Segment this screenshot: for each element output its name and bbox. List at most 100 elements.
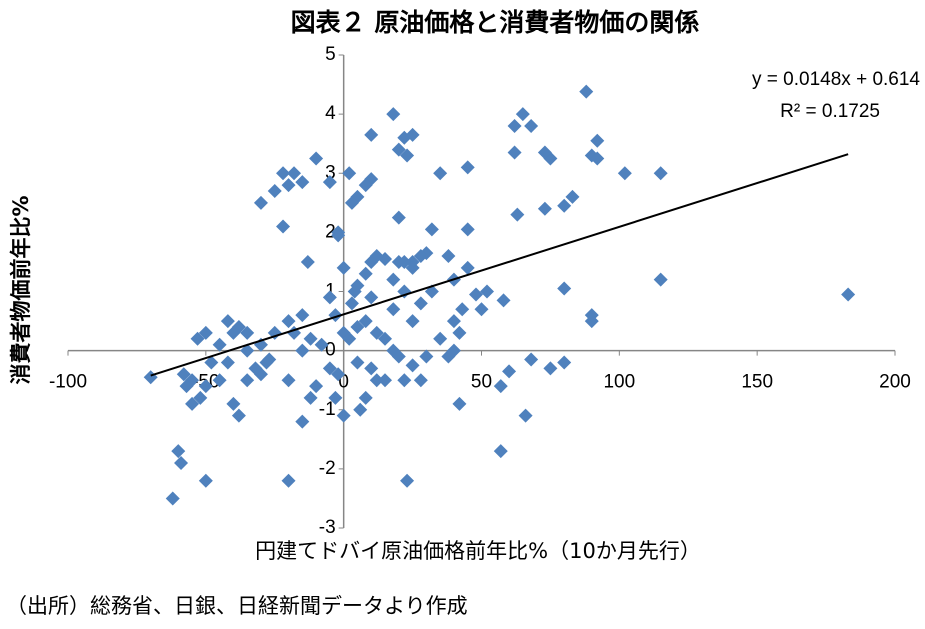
point [276, 219, 291, 234]
point [240, 343, 255, 358]
point [397, 254, 412, 269]
point [369, 373, 384, 388]
point [309, 379, 324, 394]
point [510, 207, 525, 222]
point [176, 367, 191, 382]
x-tick-label: 200 [879, 372, 911, 393]
point [557, 198, 572, 213]
point [193, 390, 208, 405]
point [179, 379, 194, 394]
point [493, 444, 508, 459]
point [240, 325, 255, 340]
y-tick-label: 0 [325, 340, 336, 361]
point [253, 195, 268, 210]
point [419, 349, 434, 364]
point [165, 491, 180, 506]
point [653, 272, 668, 287]
point [557, 281, 572, 296]
y-tick-label: -2 [319, 458, 336, 479]
point [433, 331, 448, 346]
point [295, 414, 310, 429]
point [358, 178, 373, 193]
point [653, 166, 668, 181]
point [358, 390, 373, 405]
point [579, 84, 594, 99]
y-tick-label: -1 [319, 399, 336, 420]
point [386, 107, 401, 122]
point [480, 284, 495, 299]
point [590, 151, 605, 166]
point [400, 473, 415, 488]
y-tick-label: 3 [325, 162, 336, 183]
point [413, 249, 428, 264]
point [424, 222, 439, 237]
y-axis-label: 消費者物価前年比% [9, 195, 33, 384]
point [378, 373, 393, 388]
point [331, 367, 346, 382]
point [185, 396, 200, 411]
point [347, 284, 362, 299]
point [171, 444, 186, 459]
point [322, 290, 337, 305]
point [537, 145, 552, 160]
point [174, 455, 189, 470]
point [328, 390, 343, 405]
point [413, 296, 428, 311]
x-tick-label: -100 [49, 372, 87, 393]
point [350, 319, 365, 334]
point [262, 352, 277, 367]
point [212, 337, 227, 352]
point [281, 373, 296, 388]
point [364, 290, 379, 305]
y-tick-label: 4 [325, 103, 336, 124]
point [309, 151, 324, 166]
point [322, 175, 337, 190]
point [433, 166, 448, 181]
y-tick-label: 5 [325, 44, 336, 65]
point [405, 127, 420, 142]
point [496, 293, 511, 308]
point [204, 355, 219, 370]
point [336, 260, 351, 275]
point [386, 272, 401, 287]
point [405, 358, 420, 373]
point [584, 308, 599, 323]
point [369, 325, 384, 340]
point [460, 222, 475, 237]
point [524, 118, 539, 133]
point [590, 133, 605, 148]
point [452, 396, 467, 411]
point [336, 408, 351, 423]
point [557, 355, 572, 370]
point [358, 266, 373, 281]
point [344, 296, 359, 311]
point [565, 189, 580, 204]
point [342, 331, 357, 346]
point [342, 166, 357, 181]
point [322, 361, 337, 376]
point [502, 364, 517, 379]
point [405, 260, 420, 275]
point [353, 402, 368, 417]
point [331, 228, 346, 243]
point [350, 355, 365, 370]
trendline [150, 153, 849, 377]
point [452, 325, 467, 340]
point [507, 118, 522, 133]
point [391, 349, 406, 364]
point [303, 331, 318, 346]
point [455, 302, 470, 317]
point [468, 287, 483, 302]
point [226, 396, 241, 411]
point [267, 183, 282, 198]
point [400, 148, 415, 163]
point [446, 314, 461, 329]
x-tick-label: 150 [741, 372, 773, 393]
point [276, 166, 291, 181]
point [397, 373, 412, 388]
point [281, 473, 296, 488]
point [198, 473, 213, 488]
source-note: （出所）総務省、日銀、日経新聞データより作成 [6, 594, 468, 618]
point [143, 370, 158, 385]
